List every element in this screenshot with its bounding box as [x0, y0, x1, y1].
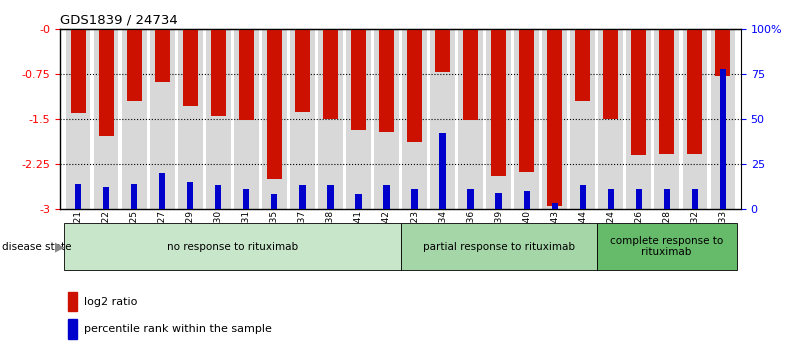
- Bar: [239, 29, 254, 120]
- Bar: [687, 29, 702, 154]
- Bar: [384, 185, 389, 209]
- Bar: [682, 29, 707, 209]
- Bar: [514, 29, 539, 209]
- Bar: [159, 173, 166, 209]
- Bar: [122, 29, 147, 209]
- Bar: [542, 29, 567, 209]
- Text: ▶: ▶: [55, 240, 65, 253]
- Bar: [468, 189, 473, 209]
- Bar: [435, 29, 450, 72]
- Bar: [691, 189, 698, 209]
- Bar: [68, 319, 77, 339]
- Bar: [631, 29, 646, 155]
- Bar: [663, 189, 670, 209]
- Bar: [575, 29, 590, 101]
- Bar: [374, 29, 399, 209]
- Bar: [351, 29, 366, 130]
- Bar: [440, 134, 445, 209]
- Bar: [323, 29, 338, 119]
- Bar: [127, 29, 142, 101]
- Text: disease state: disease state: [2, 242, 72, 252]
- Bar: [150, 29, 175, 209]
- Bar: [95, 29, 119, 209]
- Bar: [99, 29, 114, 136]
- Bar: [206, 29, 231, 209]
- Text: complete response to
rituximab: complete response to rituximab: [610, 236, 723, 257]
- Bar: [211, 29, 226, 116]
- Bar: [719, 69, 726, 209]
- Bar: [178, 29, 203, 209]
- Bar: [607, 189, 614, 209]
- Bar: [103, 187, 110, 209]
- Bar: [626, 29, 651, 209]
- Bar: [300, 185, 305, 209]
- Bar: [318, 29, 343, 209]
- Bar: [547, 29, 562, 206]
- Bar: [430, 29, 455, 209]
- Text: percentile rank within the sample: percentile rank within the sample: [84, 324, 272, 334]
- Bar: [552, 203, 557, 209]
- Text: log2 ratio: log2 ratio: [84, 297, 138, 306]
- Bar: [400, 224, 597, 270]
- Bar: [272, 194, 277, 209]
- Bar: [379, 29, 394, 132]
- Bar: [356, 194, 361, 209]
- Bar: [496, 193, 501, 209]
- Bar: [66, 29, 91, 209]
- Bar: [215, 185, 221, 209]
- Bar: [262, 29, 287, 209]
- Bar: [598, 29, 623, 209]
- Bar: [295, 29, 310, 112]
- Bar: [635, 189, 642, 209]
- Bar: [710, 29, 735, 209]
- Bar: [183, 29, 198, 106]
- Bar: [267, 29, 282, 179]
- Bar: [524, 191, 529, 209]
- Bar: [187, 182, 194, 209]
- Bar: [659, 29, 674, 154]
- Bar: [244, 189, 249, 209]
- Bar: [458, 29, 483, 209]
- Text: partial response to rituximab: partial response to rituximab: [423, 242, 574, 252]
- Bar: [70, 29, 86, 113]
- Bar: [654, 29, 679, 209]
- Bar: [486, 29, 511, 209]
- Bar: [290, 29, 315, 209]
- Bar: [346, 29, 371, 209]
- Bar: [68, 292, 77, 311]
- Bar: [519, 29, 534, 172]
- Bar: [463, 29, 478, 120]
- Bar: [328, 185, 333, 209]
- Bar: [131, 184, 138, 209]
- Bar: [155, 29, 170, 82]
- Bar: [491, 29, 506, 176]
- Bar: [75, 184, 82, 209]
- Text: GDS1839 / 24734: GDS1839 / 24734: [60, 14, 178, 27]
- Bar: [402, 29, 427, 209]
- Bar: [407, 29, 422, 142]
- Bar: [570, 29, 595, 209]
- Text: no response to rituximab: no response to rituximab: [167, 242, 298, 252]
- Bar: [234, 29, 259, 209]
- Bar: [580, 185, 586, 209]
- Bar: [412, 189, 417, 209]
- Bar: [64, 224, 400, 270]
- Bar: [603, 29, 618, 119]
- Bar: [715, 29, 731, 76]
- Bar: [597, 224, 737, 270]
